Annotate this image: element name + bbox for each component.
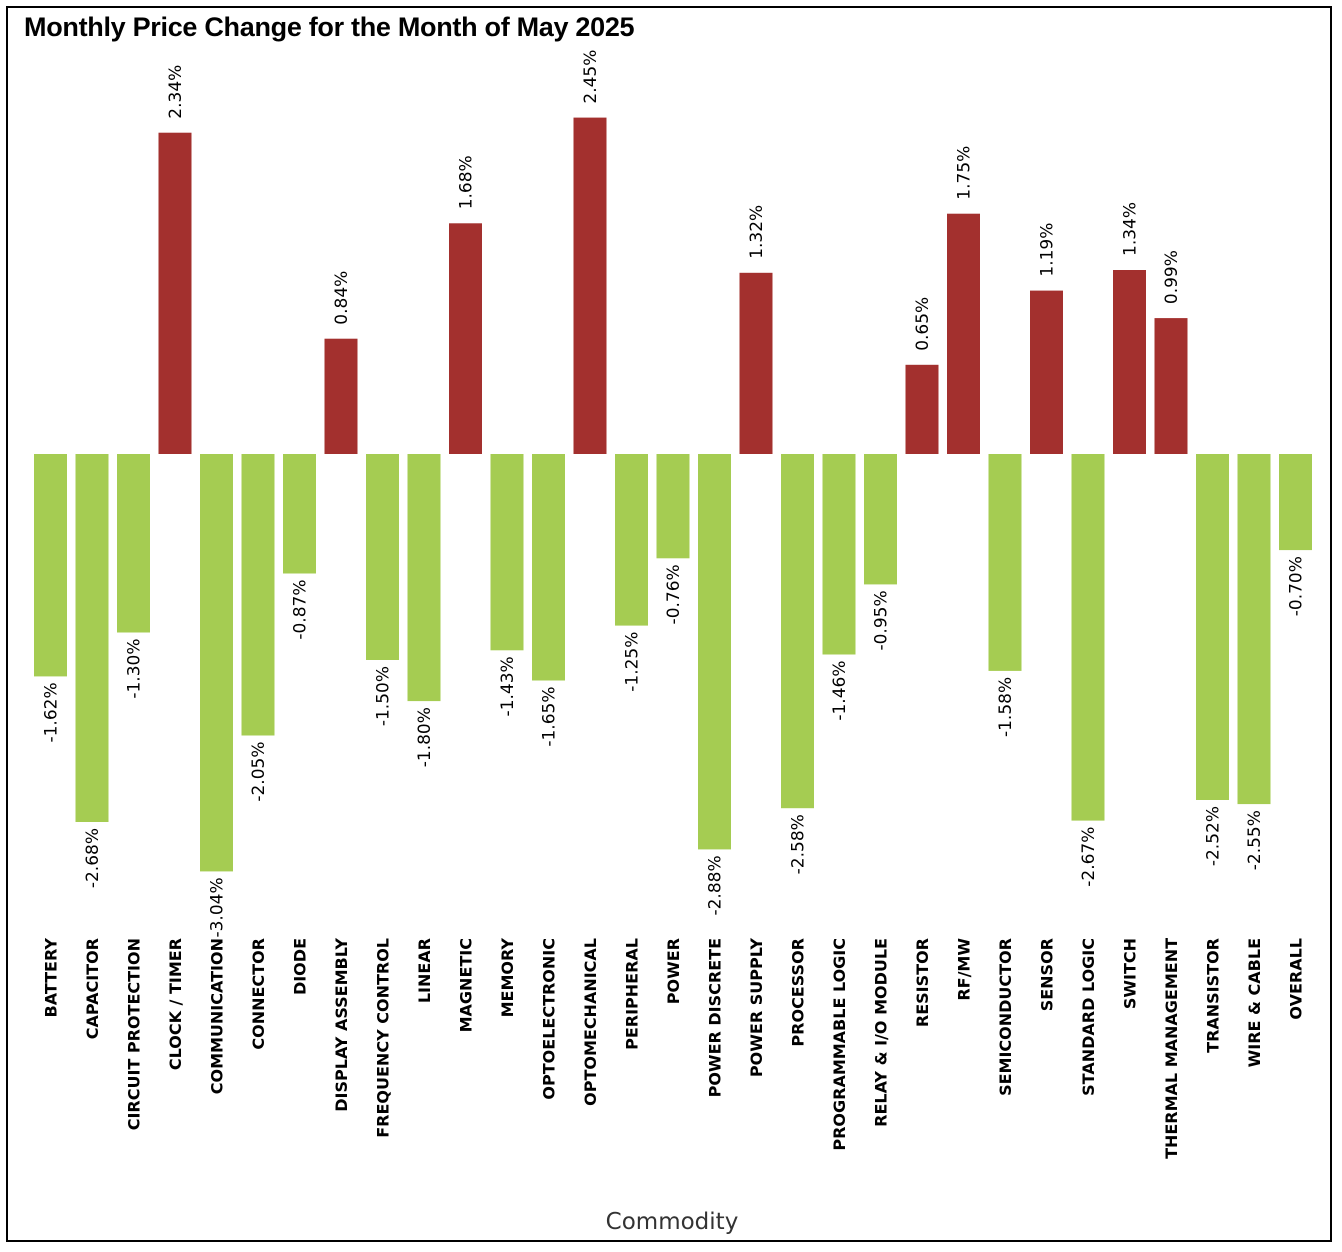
- category-label-connector: CONNECTOR: [249, 938, 268, 1050]
- bar-semiconductor: [988, 454, 1022, 671]
- data-label-capacitor: -2.68%: [83, 828, 103, 888]
- category-label-standard-logic: STANDARD LOGIC: [1079, 938, 1098, 1096]
- category-label-magnetic: MAGNETIC: [457, 938, 476, 1032]
- data-label-power-discrete: -2.88%: [706, 855, 726, 915]
- bar-diode: [283, 454, 316, 574]
- data-label-battery: -1.62%: [42, 682, 62, 742]
- bar-power: [656, 454, 690, 559]
- bar-linear: [407, 454, 441, 702]
- category-label-semiconductor: SEMICONDUCTOR: [996, 938, 1015, 1096]
- chart-title: Monthly Price Change for the Month of Ma…: [24, 12, 635, 42]
- bar-clock-timer: [158, 132, 192, 454]
- bar-resistor: [905, 364, 939, 454]
- data-label-linear: -1.80%: [415, 707, 435, 767]
- bar-programmable-logic: [822, 454, 856, 655]
- bar-transistor: [1196, 454, 1229, 800]
- data-label-diode: -0.87%: [291, 580, 311, 640]
- bars-group: [34, 117, 1312, 872]
- category-label-capacitor: CAPACITOR: [83, 938, 102, 1039]
- data-label-display-assembly: 0.84%: [332, 271, 352, 325]
- category-label-relay-i-o-module: RELAY & I/O MODULE: [872, 938, 891, 1127]
- data-label-resistor: 0.65%: [913, 297, 933, 351]
- category-label-programmable-logic: PROGRAMMABLE LOGIC: [830, 938, 849, 1151]
- data-label-frequency-control: -1.50%: [374, 666, 394, 726]
- bar-standard-logic: [1071, 454, 1105, 821]
- data-label-wire-cable: -2.55%: [1245, 810, 1265, 870]
- data-label-switch: 1.34%: [1121, 202, 1141, 256]
- x-axis-title: Commodity: [606, 1209, 739, 1235]
- category-label-frequency-control: FREQUENCY CONTROL: [374, 938, 393, 1138]
- bar-thermal-management: [1154, 318, 1188, 454]
- category-label-transistor: TRANSISTOR: [1204, 938, 1223, 1053]
- bar-power-discrete: [698, 454, 731, 850]
- bar-communication: [200, 454, 233, 872]
- data-label-communication: -3.04%: [208, 877, 228, 937]
- data-label-programmable-logic: -1.46%: [830, 661, 850, 721]
- data-label-processor: -2.58%: [789, 814, 809, 874]
- data-label-thermal-management: 0.99%: [1162, 250, 1182, 304]
- bar-rf-mw: [947, 213, 980, 454]
- bar-circuit-protection: [117, 454, 150, 633]
- bar-optoelectronic: [532, 454, 565, 681]
- category-label-rf-mw: RF/MW: [955, 938, 974, 1001]
- category-label-communication: COMMUNICATION: [208, 938, 227, 1094]
- bar-overall: [1279, 454, 1312, 551]
- category-label-wire-cable: WIRE & CABLE: [1245, 938, 1264, 1067]
- category-label-power-discrete: POWER DISCRETE: [706, 938, 725, 1097]
- category-label-battery: BATTERY: [42, 938, 61, 1018]
- data-label-transistor: -2.52%: [1204, 806, 1224, 866]
- data-label-clock-timer: 2.34%: [166, 65, 186, 119]
- bar-magnetic: [449, 223, 482, 454]
- category-label-resistor: RESISTOR: [913, 938, 932, 1027]
- category-label-thermal-management: THERMAL MANAGEMENT: [1162, 938, 1181, 1159]
- category-label-power: POWER: [664, 938, 683, 1004]
- category-label-sensor: SENSOR: [1038, 938, 1057, 1011]
- category-label-power-supply: POWER SUPPLY: [747, 938, 766, 1077]
- data-label-sensor: 1.19%: [1038, 223, 1058, 277]
- data-label-peripheral: -1.25%: [623, 632, 643, 692]
- category-label-optomechanical: OPTOMECHANICAL: [581, 938, 600, 1106]
- bar-processor: [781, 454, 814, 809]
- bar-optomechanical: [573, 117, 607, 454]
- bar-memory: [490, 454, 524, 651]
- bar-frequency-control: [366, 454, 399, 660]
- bar-battery: [34, 454, 67, 677]
- bar-power-supply: [739, 272, 773, 454]
- category-label-switch: SWITCH: [1121, 938, 1140, 1009]
- bar-peripheral: [615, 454, 648, 626]
- category-labels-group: BATTERY CAPACITOR CIRCUIT PROTECTION CLOCK …: [42, 938, 1306, 1159]
- bar-switch: [1113, 270, 1146, 454]
- data-label-connector: -2.05%: [249, 742, 269, 802]
- category-label-linear: LINEAR: [415, 938, 434, 1003]
- category-label-memory: MEMORY: [498, 938, 517, 1018]
- data-label-magnetic: 1.68%: [457, 155, 477, 209]
- data-label-power: -0.76%: [664, 564, 684, 624]
- category-label-peripheral: PERIPHERAL: [623, 938, 642, 1050]
- data-label-optomechanical: 2.45%: [581, 50, 601, 104]
- data-labels-group: -1.62% -2.68% -1.30% 2.34% -3.04% -2.05% -0.87…: [42, 50, 1307, 938]
- bar-connector: [241, 454, 275, 736]
- data-label-rf-mw: 1.75%: [955, 146, 975, 200]
- bar-relay-i-o-module: [864, 454, 897, 585]
- data-label-memory: -1.43%: [498, 656, 518, 716]
- data-label-optoelectronic: -1.65%: [540, 687, 560, 747]
- category-label-optoelectronic: OPTOELECTRONIC: [540, 938, 559, 1100]
- category-label-display-assembly: DISPLAY ASSEMBLY: [332, 938, 351, 1112]
- category-label-circuit-protection: CIRCUIT PROTECTION: [125, 938, 144, 1130]
- category-label-overall: OVERALL: [1287, 938, 1306, 1020]
- data-label-standard-logic: -2.67%: [1079, 827, 1099, 887]
- data-label-relay-i-o-module: -0.95%: [872, 590, 892, 650]
- data-label-power-supply: 1.32%: [747, 205, 767, 259]
- category-label-clock-timer: CLOCK / TIMER: [166, 938, 185, 1070]
- bar-sensor: [1030, 290, 1063, 454]
- data-label-overall: -0.70%: [1287, 556, 1307, 616]
- bar-capacitor: [75, 454, 109, 822]
- category-label-processor: PROCESSOR: [789, 938, 808, 1047]
- category-label-diode: DIODE: [291, 938, 310, 995]
- bar-display-assembly: [324, 338, 358, 454]
- data-label-semiconductor: -1.58%: [996, 677, 1016, 737]
- bar-wire-cable: [1237, 454, 1271, 805]
- data-label-circuit-protection: -1.30%: [125, 639, 145, 699]
